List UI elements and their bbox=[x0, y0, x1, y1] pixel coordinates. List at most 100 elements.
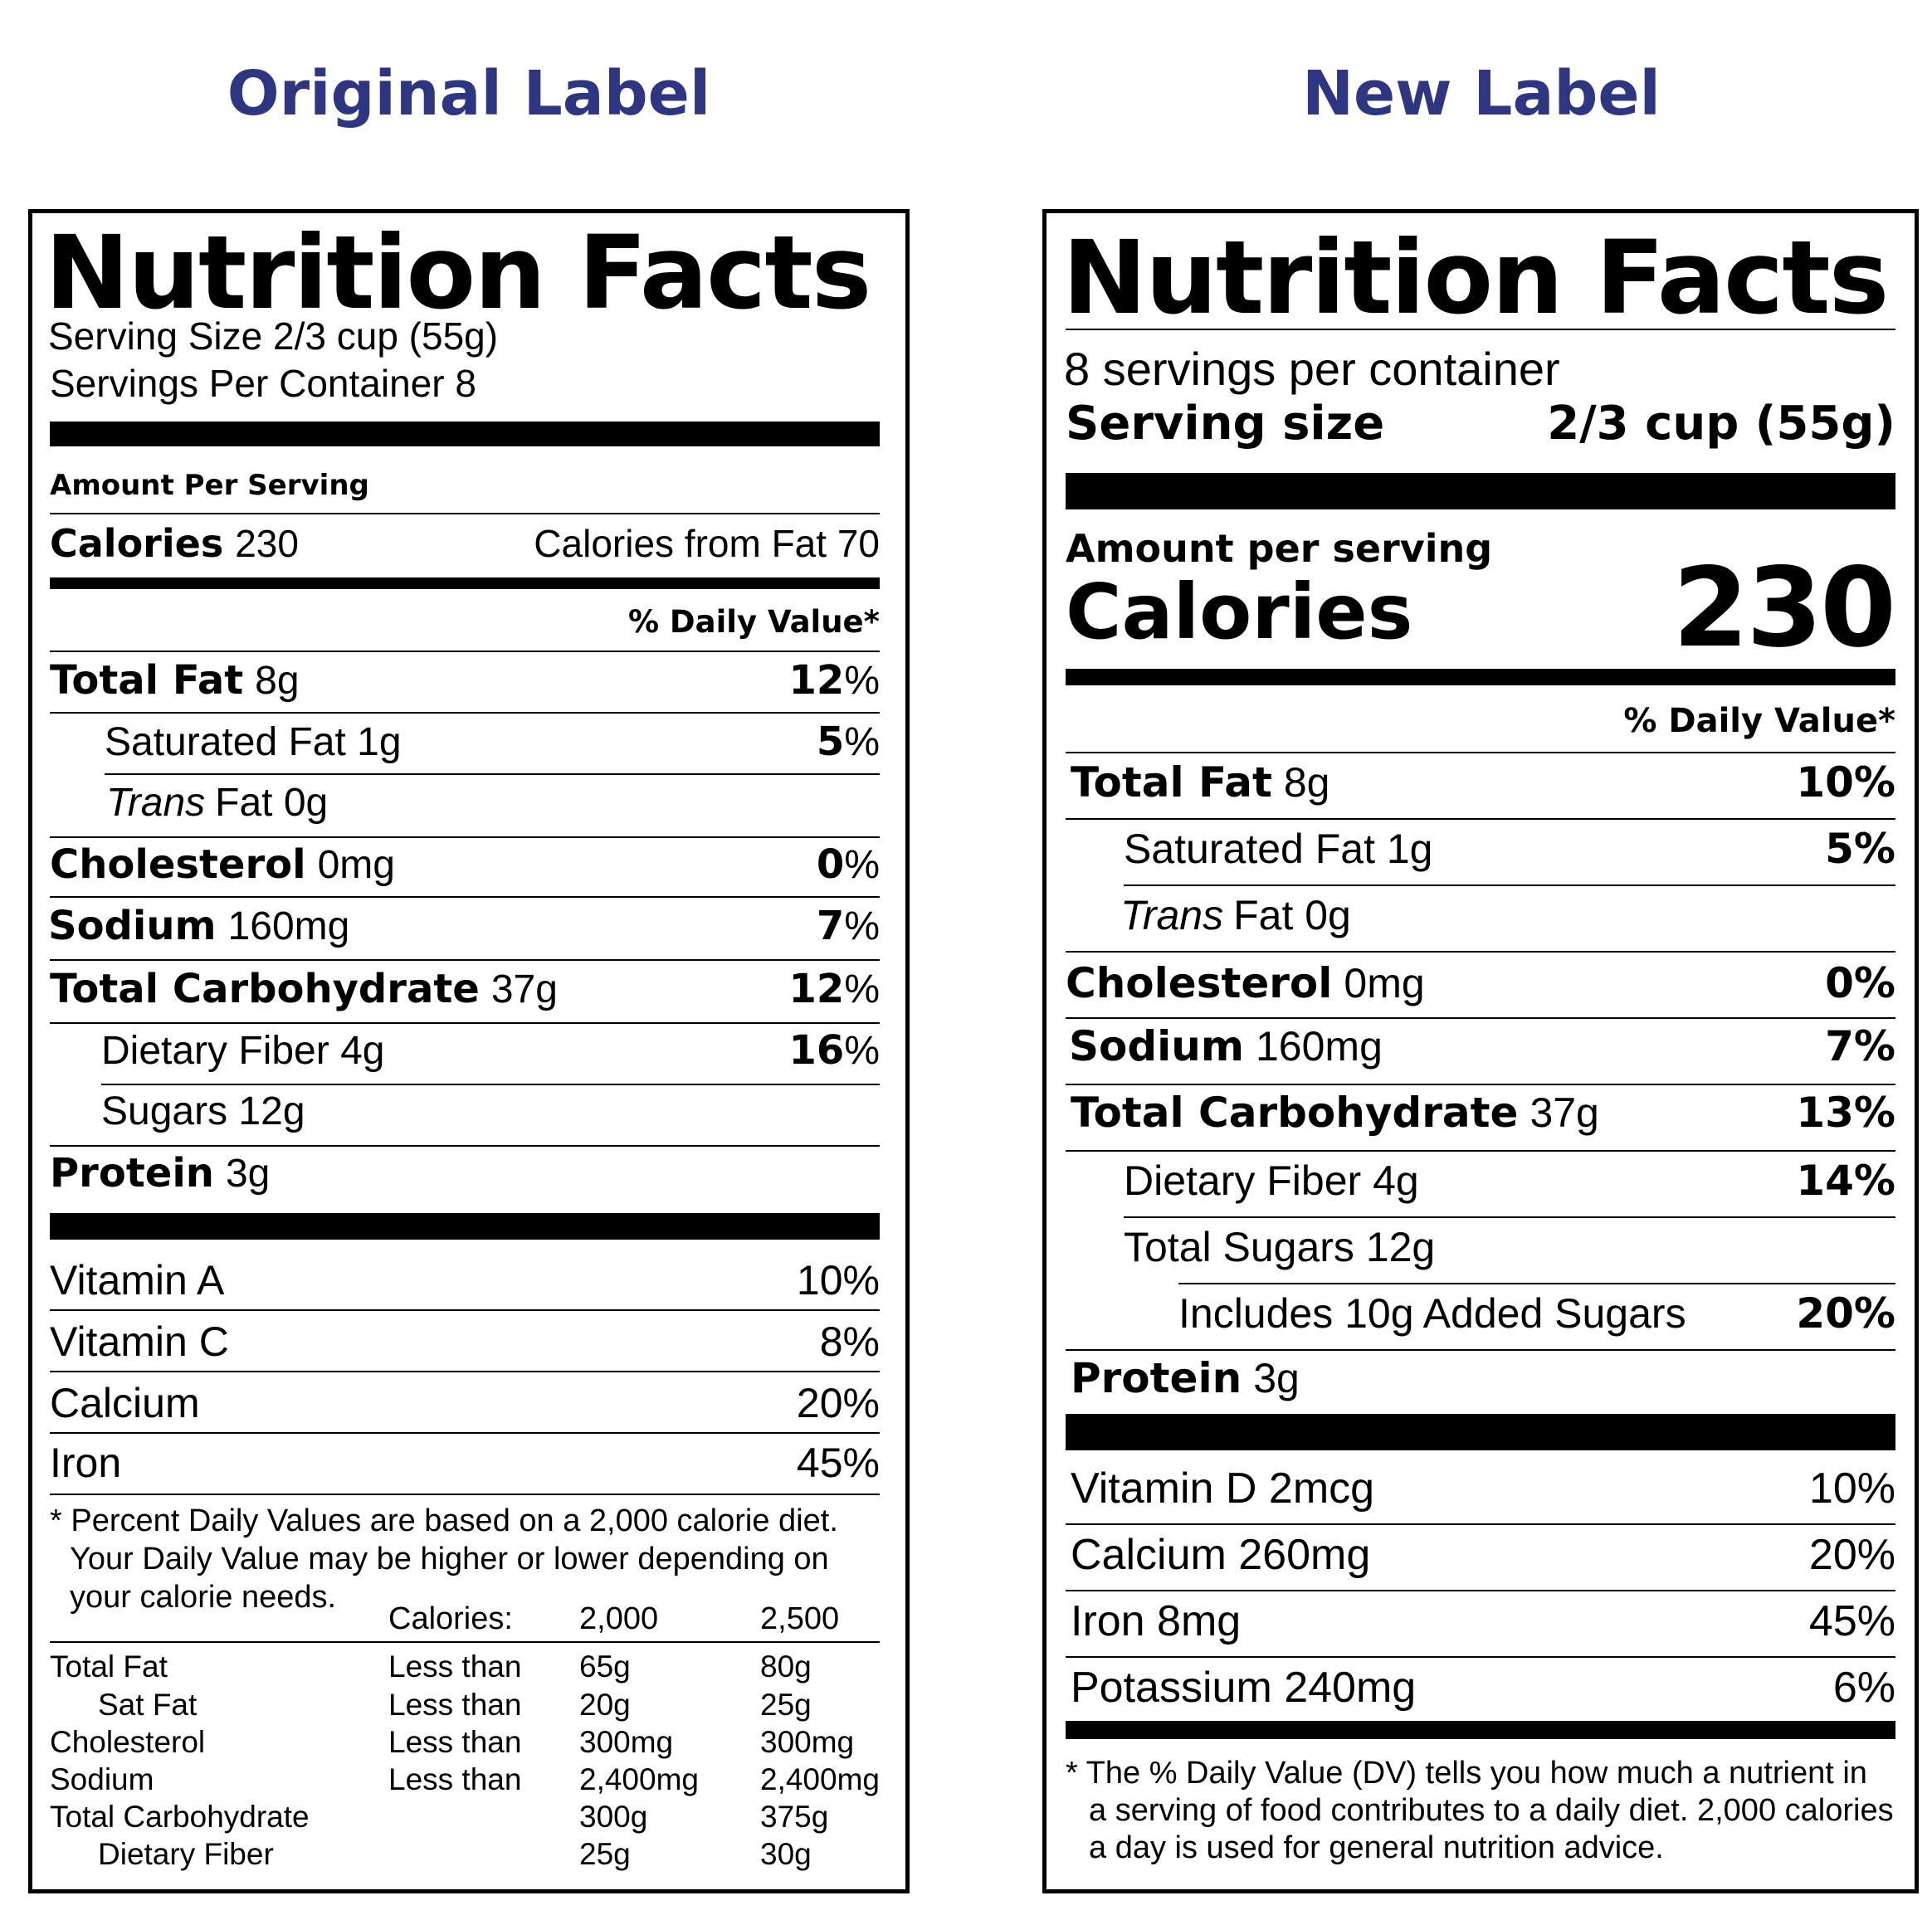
vitamin-pct: 6% bbox=[1832, 1664, 1895, 1712]
new-calcium: Calcium 260mg 20% bbox=[1071, 1530, 1895, 1580]
vitamin-pct: 10% bbox=[1808, 1464, 1895, 1513]
nutrient-name: Includes 10g Added Sugars bbox=[1178, 1290, 1686, 1337]
pct-sign: % bbox=[844, 659, 880, 703]
nutrient-name: Cholesterol bbox=[50, 841, 306, 888]
divider bbox=[50, 651, 880, 652]
nutrient-pct: 12 bbox=[788, 657, 845, 704]
nutrient-name: Dietary Fiber 4g bbox=[1124, 1157, 1419, 1204]
vitamin-pct: 10% bbox=[796, 1257, 880, 1304]
new-nutrient-sodium: Sodium 160mg 7% bbox=[1069, 1022, 1895, 1070]
serving-size-label: Serving size bbox=[1066, 397, 1385, 451]
pct-sign: % bbox=[844, 720, 880, 764]
calories-value: 230 bbox=[235, 522, 299, 565]
nutrient-name: Sugars 12g bbox=[101, 1089, 305, 1133]
ref-header-2500: 2,500 bbox=[760, 1601, 840, 1636]
original-nutrient-saturated-fat: Saturated Fat 1g 5% bbox=[105, 719, 880, 765]
new-nutrient-trans-fat: Trans Fat 0g bbox=[1120, 891, 1895, 939]
nutrient-pct: 5 bbox=[816, 719, 845, 765]
vitamin-name: Calcium 260mg bbox=[1071, 1531, 1371, 1579]
ref-row-label: Cholesterol bbox=[50, 1725, 206, 1759]
original-amount-per-serving: Amount Per Serving bbox=[50, 469, 369, 502]
nutrient-name: Cholesterol bbox=[1066, 959, 1333, 1007]
nutrient-name: Total Fat bbox=[50, 657, 244, 704]
divider bbox=[1066, 329, 1895, 330]
divider bbox=[1066, 1017, 1895, 1019]
nutrient-pct: 7 bbox=[816, 903, 845, 949]
new-footnote-line-2: a serving of food contributes to a daily… bbox=[1089, 1793, 1894, 1828]
nutrient-pct: 0 bbox=[816, 841, 845, 888]
new-calories-value: 230 bbox=[1672, 544, 1896, 672]
divider bbox=[1066, 951, 1895, 953]
divider bbox=[1066, 1523, 1895, 1525]
ref-row-2500: 25g bbox=[760, 1688, 812, 1722]
divider bbox=[101, 1084, 880, 1085]
original-label-heading: Original Label bbox=[227, 58, 711, 129]
ref-row-label: Dietary Fiber bbox=[98, 1837, 274, 1871]
vitamin-name: Potassium 240mg bbox=[1071, 1664, 1417, 1712]
divider bbox=[50, 513, 880, 514]
nutrient-amount: 3g bbox=[1253, 1355, 1300, 1401]
nutrient-amount: 0mg bbox=[317, 843, 395, 887]
divider bbox=[1066, 1150, 1895, 1152]
new-nutrient-total-sugars: Total Sugars 12g bbox=[1124, 1223, 1895, 1271]
nutrient-amount: 37g bbox=[1530, 1089, 1599, 1136]
original-nutrient-total-carbohydrate: Total Carbohydrate 37g 12% bbox=[50, 966, 880, 1012]
new-thick-bar-1 bbox=[1066, 473, 1895, 509]
pct-sign: % bbox=[844, 843, 880, 887]
nutrient-name: Sodium bbox=[1069, 1022, 1244, 1070]
ref-row-2000: 20g bbox=[579, 1688, 631, 1722]
vitamin-name: Iron bbox=[50, 1440, 122, 1486]
ref-row-label: Total Fat bbox=[50, 1650, 168, 1684]
ref-header-2000: 2,000 bbox=[579, 1601, 659, 1636]
divider bbox=[50, 896, 880, 898]
nutrient-name: Total Fat bbox=[1071, 758, 1272, 806]
new-title: Nutrition Facts bbox=[1062, 219, 1889, 337]
vitamin-pct: 20% bbox=[796, 1380, 880, 1426]
nutrient-amount: 8g bbox=[1283, 759, 1330, 806]
nutrient-pct: 10% bbox=[1796, 758, 1895, 806]
new-label-heading: New Label bbox=[1302, 58, 1661, 129]
original-medium-bar bbox=[50, 577, 880, 589]
original-footnote-line-1: * Percent Daily Values are based on a 2,… bbox=[50, 1503, 838, 1538]
nutrient-name: Saturated Fat 1g bbox=[105, 720, 402, 764]
vitamin-name: Vitamin A bbox=[50, 1257, 225, 1304]
vitamin-name: Vitamin D 2mcg bbox=[1071, 1464, 1375, 1513]
original-nutrient-cholesterol: Cholesterol 0mg 0% bbox=[50, 841, 880, 888]
nutrient-pct: 14% bbox=[1796, 1157, 1895, 1205]
new-nutrient-total-fat: Total Fat 8g 10% bbox=[1071, 758, 1895, 806]
ref-row-label: Total Carbohydrate bbox=[50, 1800, 310, 1834]
original-nutrient-protein: Protein 3g bbox=[50, 1150, 880, 1196]
divider bbox=[1066, 1084, 1895, 1085]
nutrient-name: Saturated Fat 1g bbox=[1124, 826, 1433, 872]
original-label-panel bbox=[28, 209, 910, 1893]
original-calcium: Calcium 20% bbox=[50, 1379, 880, 1427]
new-thick-bar-2 bbox=[1066, 1414, 1895, 1450]
divider bbox=[50, 1022, 880, 1024]
nutrient-amount: Fat 0g bbox=[1233, 892, 1351, 938]
nutrient-amount: 0mg bbox=[1344, 960, 1425, 1006]
nutrient-pct: 0% bbox=[1825, 959, 1895, 1007]
original-title: Nutrition Facts bbox=[45, 214, 871, 332]
calories-from-fat: Calories from Fat 70 bbox=[534, 522, 880, 565]
nutrient-amount: 8g bbox=[255, 659, 300, 703]
original-serving-size: Serving Size 2/3 cup (55g) bbox=[48, 314, 499, 358]
original-thick-bar-1 bbox=[50, 422, 880, 446]
nutrient-name: Sodium bbox=[48, 903, 217, 949]
divider bbox=[1066, 1590, 1895, 1591]
divider bbox=[1124, 884, 1895, 886]
nutrient-pct: 12 bbox=[788, 966, 845, 1012]
nutrient-name: Protein bbox=[1071, 1354, 1242, 1402]
vitamin-name: Calcium bbox=[50, 1380, 200, 1426]
original-nutrient-total-fat: Total Fat 8g 12% bbox=[50, 657, 880, 704]
ref-header-calories: Calories: bbox=[388, 1601, 513, 1636]
ref-row-2500: 2,400mg bbox=[760, 1762, 880, 1796]
ref-row-label: Sodium bbox=[50, 1762, 154, 1796]
original-servings-per-container: Servings Per Container 8 bbox=[50, 362, 476, 405]
nutrient-name: Trans bbox=[1120, 892, 1224, 938]
new-potassium: Potassium 240mg 6% bbox=[1071, 1663, 1895, 1713]
calories-label: Calories bbox=[50, 521, 224, 566]
original-calories-row: Calories 230 Calories from Fat 70 bbox=[50, 521, 880, 566]
ref-row-2000: 300g bbox=[579, 1800, 648, 1834]
divider bbox=[50, 1371, 880, 1372]
divider bbox=[1066, 1656, 1895, 1658]
